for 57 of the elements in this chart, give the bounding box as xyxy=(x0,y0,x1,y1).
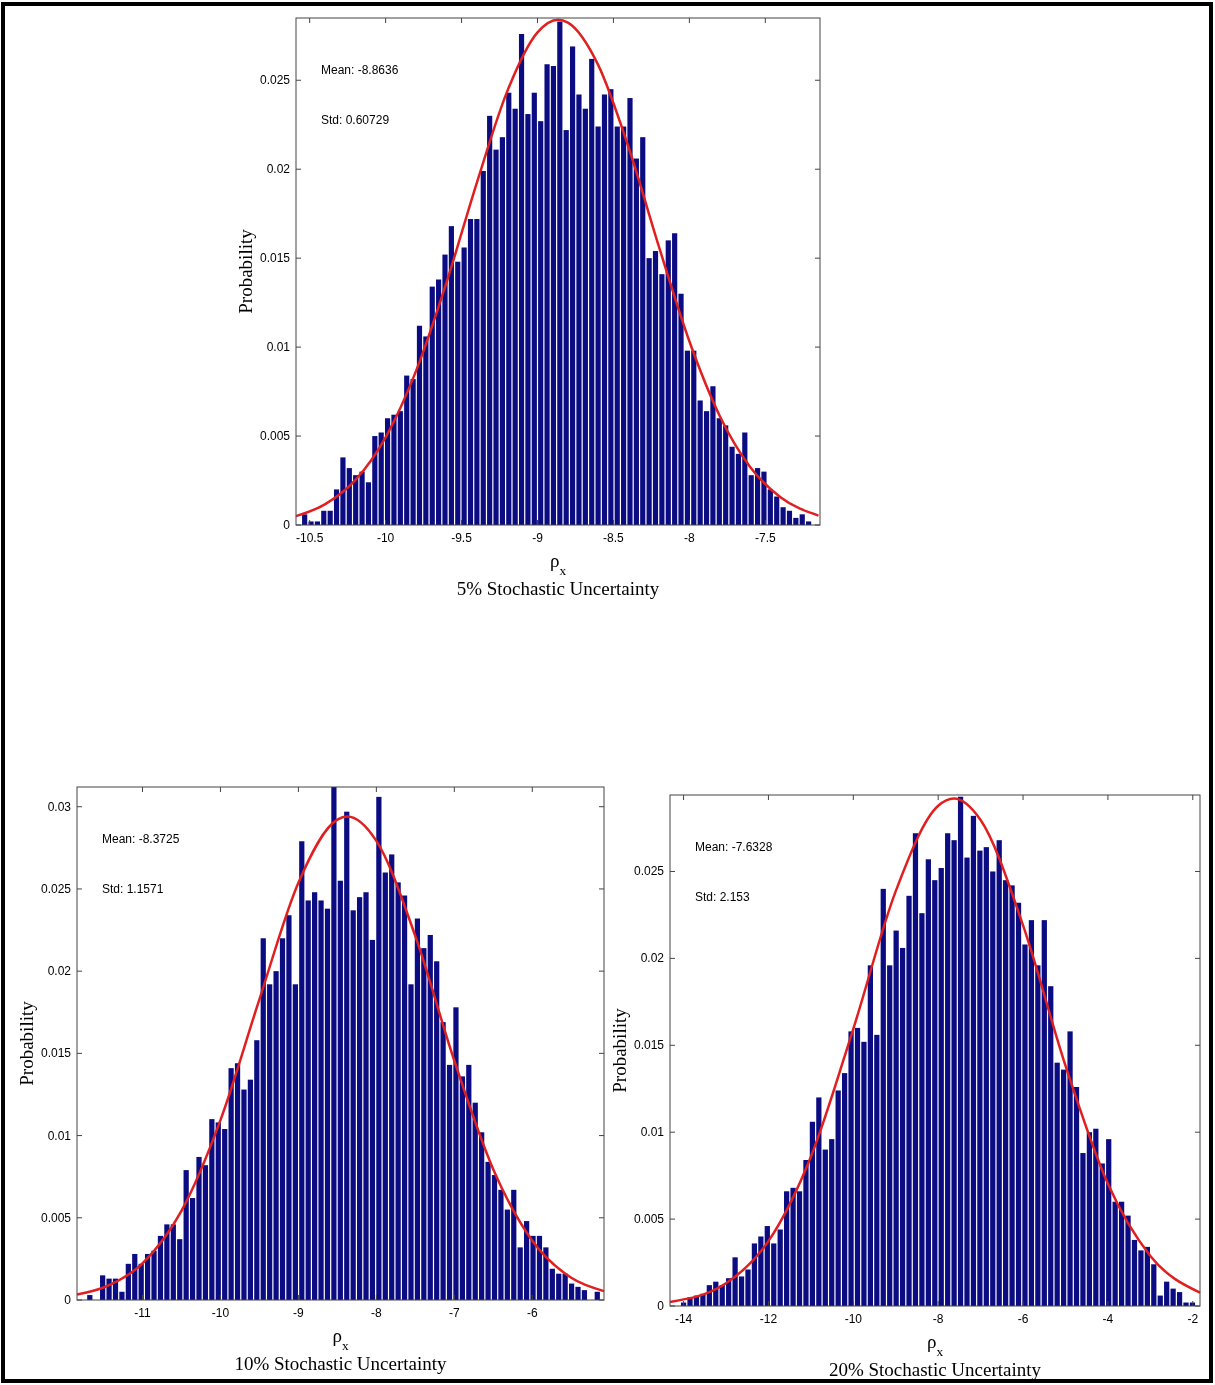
y-tick-label: 0 xyxy=(64,1293,72,1307)
x-tick-label: -4 xyxy=(1102,1312,1114,1326)
x-tick-label: -9.5 xyxy=(451,531,473,545)
x-tick-label: -9 xyxy=(532,531,544,545)
x-tick-label: -8 xyxy=(371,1306,383,1320)
y-tick-label: 0.005 xyxy=(259,429,291,444)
y-tick-label: 0.02 xyxy=(640,951,665,966)
x-tick-label: -11 xyxy=(134,1306,152,1320)
x-axis-title: ρ$_{x}$ xyxy=(549,550,567,578)
x-tick-label: -8 xyxy=(684,531,696,545)
x-tick-label: -6 xyxy=(526,1306,538,1320)
line-series xyxy=(75,815,606,1296)
x-tick-label: -6 xyxy=(1017,1312,1029,1326)
x-tick-label: -12 xyxy=(759,1312,778,1326)
annotation: Std: 0.60729 xyxy=(321,113,390,127)
text: 20% Stochastic Uncertainty xyxy=(828,1359,1042,1380)
y-tick-label: 0 xyxy=(283,518,291,532)
y-axis-title: Probability xyxy=(609,1007,630,1093)
annotation: Mean: -8.8636 xyxy=(321,63,399,77)
y-tick-label: 0.005 xyxy=(40,1210,72,1225)
x-axis-title: ρ$_{x}$ xyxy=(332,1325,349,1353)
x-tick-label: -8 xyxy=(932,1312,944,1326)
y-tick-label: 0.01 xyxy=(640,1125,665,1140)
y-tick-label: 0.02 xyxy=(266,162,291,177)
annotation: Std: 1.1571 xyxy=(102,882,164,896)
y-tick-label: 0.025 xyxy=(633,864,665,879)
x-tick-label: -10 xyxy=(211,1306,230,1320)
text: 5% Stochastic Uncertainty xyxy=(456,578,660,599)
annotation: Mean: -7.6328 xyxy=(695,840,773,854)
annotation: Mean: -8.3725 xyxy=(102,832,180,846)
y-tick-label: 0.005 xyxy=(633,1212,665,1227)
x-tick-label: -9 xyxy=(293,1306,305,1320)
y-tick-label: 0.025 xyxy=(40,881,72,896)
y-tick-label: 0.03 xyxy=(47,799,72,814)
x-tick-label: -10.5 xyxy=(295,531,324,545)
x-tick-label: -7 xyxy=(448,1306,460,1320)
y-axis-title: Probability xyxy=(235,228,256,314)
x-axis-title: ρ$_{x}$ xyxy=(926,1331,944,1359)
annotation: Std: 2.153 xyxy=(695,890,751,904)
y-axis-title: Probability xyxy=(16,1000,37,1086)
x-tick-label: -10 xyxy=(376,531,395,545)
line-series xyxy=(294,18,820,518)
text: 10% Stochastic Uncertainty xyxy=(234,1353,448,1374)
y-tick-label: 0.015 xyxy=(40,1046,72,1061)
y-tick-label: 0.025 xyxy=(259,73,291,88)
x-tick-label: -7.5 xyxy=(754,531,776,545)
y-tick-label: 0.01 xyxy=(266,340,291,355)
x-tick-label: -10 xyxy=(844,1312,863,1326)
y-tick-label: 0.01 xyxy=(47,1128,72,1143)
x-tick-label: -2 xyxy=(1187,1312,1199,1326)
y-tick-label: 0 xyxy=(657,1299,665,1313)
y-tick-label: 0.02 xyxy=(47,964,72,979)
x-tick-label: -8.5 xyxy=(603,531,625,545)
y-tick-label: 0.015 xyxy=(259,251,291,266)
line-series xyxy=(668,797,1202,1304)
x-tick-label: -14 xyxy=(674,1312,693,1326)
y-tick-label: 0.015 xyxy=(633,1038,665,1053)
